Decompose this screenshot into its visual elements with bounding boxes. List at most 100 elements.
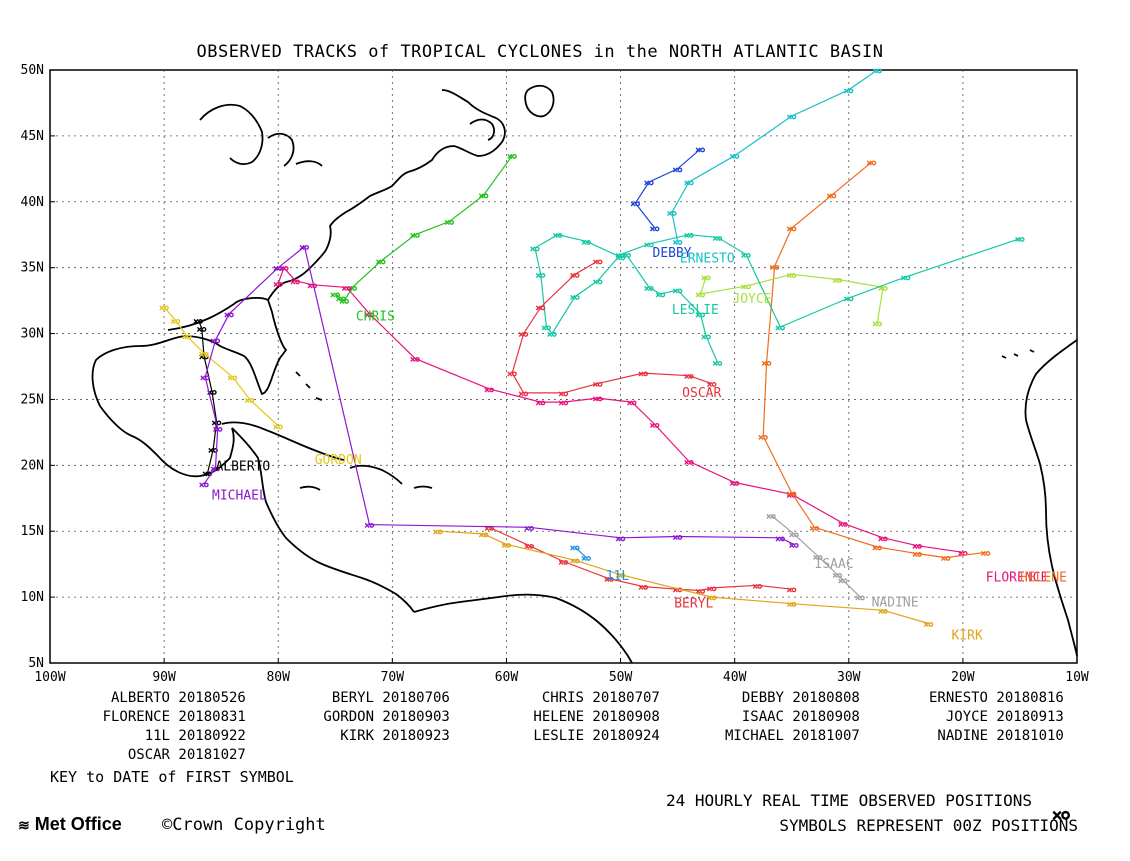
cyclone-position-icon: ࿎ (159, 298, 169, 316)
newfoundland (524, 84, 555, 118)
legend-entry: ALBERTO 20180526 (50, 690, 246, 706)
storm-label-ernesto: ERNESTO (680, 251, 735, 266)
cyclone-position-icon: ࿎ (207, 383, 217, 401)
storm-label-leslie: LESLIE (672, 303, 719, 318)
cyclone-position-icon: ࿎ (787, 219, 797, 237)
cyclone-position-icon: ࿎ (673, 160, 683, 178)
cyclone-position-icon: ࿎ (981, 543, 991, 561)
cyclone-position-icon: ࿎ (695, 582, 705, 600)
nova-scotia (469, 118, 495, 141)
cyclone-position-icon: ࿎ (630, 194, 640, 212)
cyclone-position-icon: ࿎ (199, 347, 209, 365)
cyclone-position-icon: ࿎ (558, 384, 568, 402)
track-line (197, 320, 218, 474)
cyclone-position-icon: ࿎ (650, 415, 660, 433)
cyclone-position-icon: ࿎ (570, 288, 580, 306)
storm-track-gordon: ࿎࿎࿎࿎࿎࿎࿎ (159, 298, 283, 435)
legend-storm-name: JOYCE (945, 709, 988, 725)
cyclone-position-icon: ࿎ (279, 259, 289, 277)
bahamas (295, 371, 323, 401)
track-line (203, 245, 795, 545)
storm-label-michael: MICHAEL (212, 489, 267, 504)
cyclone-position-icon: ࿎ (730, 147, 740, 165)
cyclone-position-icon: ࿎ (581, 232, 591, 250)
legend-entry: LESLIE 20180924 (460, 728, 659, 744)
cyclone-position-icon: ࿎ (707, 588, 717, 606)
cyclone-position-icon: ࿎ (507, 364, 517, 382)
cyclone-position-icon: ࿎ (376, 252, 386, 270)
map-frame (49, 69, 1078, 664)
cyclone-position-icon: ࿎ (213, 419, 223, 437)
us-east-coast (91, 297, 288, 478)
legend-storm-name: LESLIE (533, 728, 584, 744)
legend-entry: DEBBY 20180808 (660, 690, 860, 706)
cyclone-position-icon: ࿎ (342, 278, 352, 296)
met-office-name: Met Office (34, 814, 122, 834)
cyclone-position-icon: ࿎ (758, 427, 768, 445)
track-line (277, 266, 963, 553)
cyclone-position-icon: ࿎ (713, 228, 723, 246)
cyclone-position-icon: ࿎ (901, 268, 911, 286)
legend-entry: KIRK 20180923 (252, 728, 450, 744)
cyclone-position-icon: ࿎ (741, 245, 751, 263)
lon-tick-label: 80W (266, 670, 290, 685)
cyclone-position-icon: ࿎ (638, 364, 648, 382)
cyclone-position-icon: ࿎ (536, 265, 546, 283)
cyclone-position-icon: ࿎ (170, 311, 180, 329)
cyclone-position-icon: ࿎ (838, 514, 848, 532)
footer-positions-note: 24 HOURLY REAL TIME OBSERVED POSITIONS (665, 791, 1032, 810)
cyclone-position-icon: ࿎ (844, 81, 854, 99)
cyclone-position-icon: ࿎ (182, 327, 192, 345)
lon-tick-label: 50W (609, 670, 633, 685)
cyclone-position-icon: ࿎ (604, 570, 614, 588)
cyclone-position-icon: ࿎ (290, 272, 300, 290)
legend-storm-name: 11L (144, 728, 170, 744)
storm-label-isaac: ISAAC (815, 557, 854, 572)
cyclone-position-icon: ࿎ (336, 289, 346, 307)
legend-storm-date: 20181007 (784, 728, 860, 744)
cyclone-position-icon: ࿎ (752, 576, 762, 594)
lat-tick-label: 20N (21, 458, 44, 473)
cyclone-position-icon: ࿎ (570, 538, 580, 556)
storm-track-11l: ࿎࿎ (570, 538, 591, 567)
cyclone-position-icon: ࿎ (433, 522, 443, 540)
track-line (163, 306, 279, 427)
cyclone-position-icon: ࿎ (775, 318, 785, 336)
track-line (671, 69, 878, 242)
cyclone-position-icon: ࿎ (558, 553, 568, 571)
cyclone-position-icon: ࿎ (766, 506, 776, 524)
cyclone-position-icon: ࿎ (558, 393, 568, 411)
cyclone-position-icon: ࿎ (872, 314, 882, 332)
lon-tick-label: 30W (837, 670, 861, 685)
cyclone-position-icon: ࿎ (593, 375, 603, 393)
cyclone-position-icon: ࿎ (707, 579, 717, 597)
cyclone-position-icon: ࿎ (616, 529, 626, 547)
page-title: OBSERVED TRACKS of TROPICAL CYCLONES in … (196, 42, 884, 62)
cyclone-position-icon: ࿎ (536, 393, 546, 411)
cyclone-position-icon: ࿎ (673, 527, 683, 545)
copyright-notice: ©Crown Copyright (162, 815, 326, 835)
legend-storm-date: 20180816 (988, 690, 1064, 706)
cyclone-position-icon: ࿎ (667, 203, 677, 221)
cyclone-symbol-icon: ࿎ (1052, 797, 1071, 830)
cyclone-position-icon: ࿎ (644, 278, 654, 296)
legend-entry: GORDON 20180903 (252, 709, 449, 725)
cyclone-position-icon: ࿎ (200, 368, 210, 386)
track-line (334, 155, 513, 302)
cyclone-position-icon: ࿎ (570, 265, 580, 283)
canada-coast (407, 89, 506, 173)
cyclone-position-icon: ࿎ (616, 566, 626, 584)
cyclone-position-icon: ࿎ (787, 580, 797, 598)
cyclone-position-icon: ࿎ (813, 547, 823, 565)
cyclone-position-icon: ࿎ (593, 272, 603, 290)
cyclone-position-icon: ࿎ (770, 257, 780, 275)
legend-storm-date: 20180706 (374, 690, 450, 706)
legend-entry: BERYL 20180706 (252, 690, 450, 706)
cyclone-position-icon: ࿎ (519, 325, 529, 343)
coastlines (91, 84, 1078, 664)
cyclone-position-icon: ࿎ (787, 265, 797, 283)
cyclone-position-icon: ࿎ (519, 384, 529, 402)
cyclone-position-icon: ࿎ (479, 525, 489, 543)
cyclone-position-icon: ࿎ (832, 566, 842, 584)
legend-entry: OSCAR 20181027 (50, 747, 246, 763)
